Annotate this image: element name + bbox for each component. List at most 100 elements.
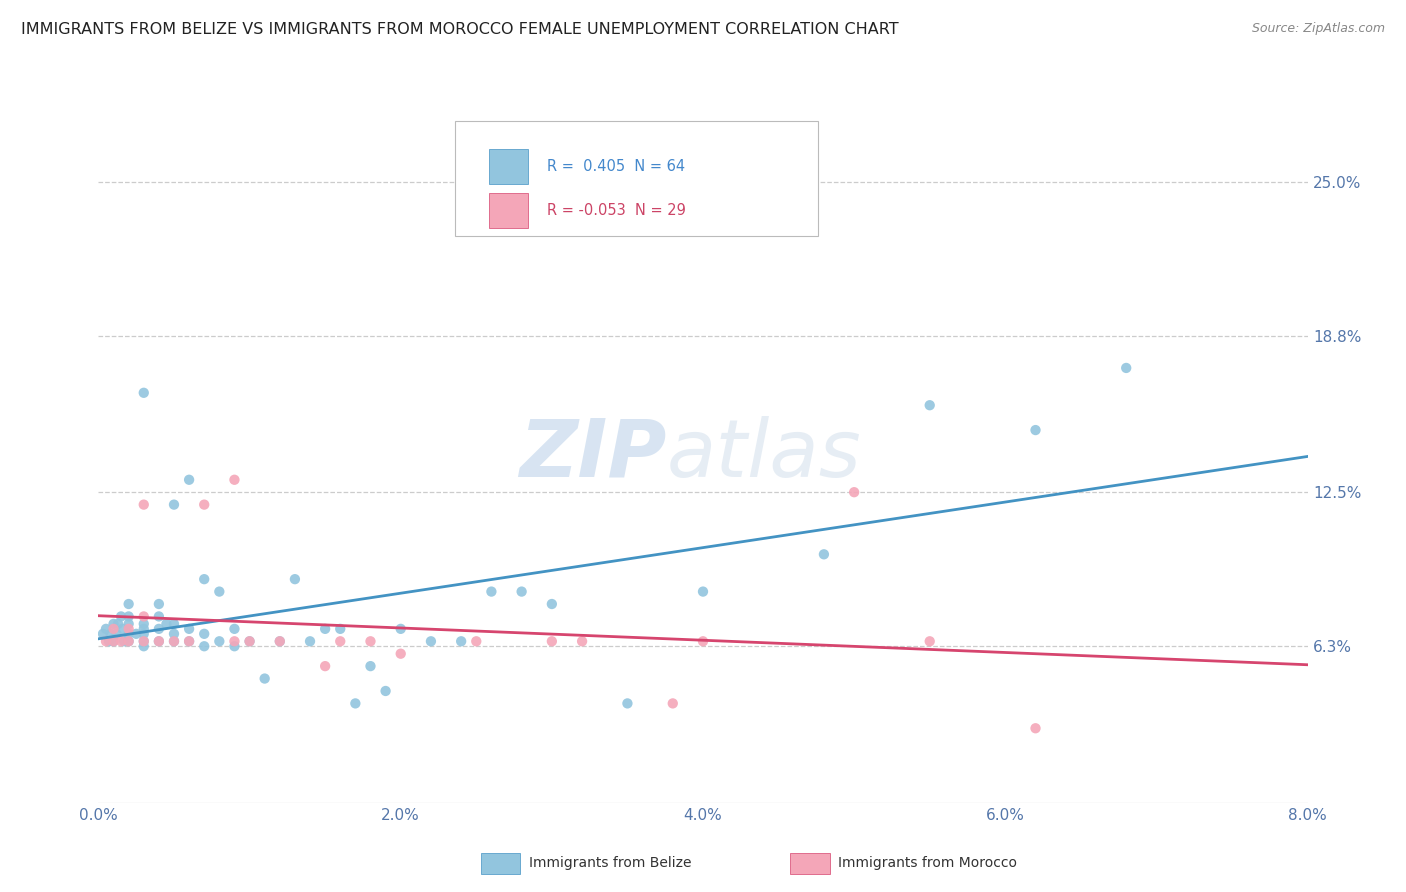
Point bbox=[344, 697, 367, 711]
Point bbox=[179, 473, 201, 487]
Point bbox=[163, 498, 186, 512]
Point bbox=[329, 622, 352, 636]
Point bbox=[389, 622, 412, 636]
Point bbox=[224, 634, 246, 648]
Point bbox=[224, 473, 246, 487]
Point bbox=[1025, 423, 1047, 437]
Point bbox=[132, 634, 155, 648]
Point bbox=[118, 616, 141, 631]
Point bbox=[132, 627, 155, 641]
Point bbox=[132, 639, 155, 653]
Point bbox=[100, 627, 122, 641]
Point bbox=[193, 627, 215, 641]
Text: atlas: atlas bbox=[666, 416, 862, 494]
Point bbox=[844, 485, 866, 500]
Point bbox=[148, 634, 170, 648]
Point bbox=[918, 634, 941, 648]
Point bbox=[94, 634, 117, 648]
FancyBboxPatch shape bbox=[489, 149, 527, 184]
Point bbox=[314, 659, 336, 673]
FancyBboxPatch shape bbox=[456, 121, 818, 235]
Point bbox=[239, 634, 262, 648]
Point bbox=[125, 627, 148, 641]
Point bbox=[284, 572, 307, 586]
Point bbox=[132, 634, 155, 648]
Point bbox=[541, 597, 564, 611]
Point bbox=[193, 498, 215, 512]
Point bbox=[118, 634, 141, 648]
Point bbox=[179, 634, 201, 648]
Point bbox=[163, 634, 186, 648]
Point bbox=[253, 672, 276, 686]
Point bbox=[132, 385, 155, 400]
Text: IMMIGRANTS FROM BELIZE VS IMMIGRANTS FROM MOROCCO FEMALE UNEMPLOYMENT CORRELATIO: IMMIGRANTS FROM BELIZE VS IMMIGRANTS FRO… bbox=[21, 22, 898, 37]
Text: R = -0.053  N = 29: R = -0.053 N = 29 bbox=[547, 203, 686, 219]
Text: Immigrants from Morocco: Immigrants from Morocco bbox=[838, 856, 1017, 871]
Point bbox=[103, 634, 125, 648]
Point bbox=[239, 634, 262, 648]
Text: ZIP: ZIP bbox=[519, 416, 666, 494]
Point bbox=[163, 616, 186, 631]
Point bbox=[662, 697, 685, 711]
Point bbox=[360, 659, 382, 673]
Point bbox=[103, 616, 125, 631]
Point bbox=[450, 634, 472, 648]
Point bbox=[374, 684, 396, 698]
Point bbox=[692, 634, 714, 648]
Point bbox=[111, 622, 134, 636]
Point bbox=[918, 398, 941, 412]
Point bbox=[224, 639, 246, 653]
Point bbox=[132, 616, 155, 631]
Point bbox=[148, 622, 170, 636]
Point bbox=[112, 634, 135, 648]
Point bbox=[692, 584, 714, 599]
Point bbox=[179, 634, 201, 648]
Point bbox=[163, 634, 186, 648]
Point bbox=[269, 634, 291, 648]
Point bbox=[98, 634, 121, 648]
Point bbox=[541, 634, 564, 648]
Point bbox=[94, 622, 117, 636]
Point bbox=[224, 622, 246, 636]
Point bbox=[132, 498, 155, 512]
Point bbox=[1115, 361, 1137, 376]
Point bbox=[510, 584, 533, 599]
Point bbox=[132, 622, 155, 636]
Point bbox=[107, 616, 129, 631]
Point bbox=[155, 616, 177, 631]
Point bbox=[118, 622, 141, 636]
Point bbox=[813, 547, 835, 561]
Point bbox=[118, 634, 141, 648]
Point bbox=[103, 634, 125, 648]
Point bbox=[118, 597, 141, 611]
Point bbox=[360, 634, 382, 648]
Point bbox=[193, 572, 215, 586]
Point bbox=[118, 627, 141, 641]
Point bbox=[193, 639, 215, 653]
Point bbox=[1025, 721, 1047, 735]
Point bbox=[299, 634, 322, 648]
FancyBboxPatch shape bbox=[489, 194, 527, 228]
Point bbox=[269, 634, 291, 648]
Point bbox=[91, 627, 114, 641]
Point bbox=[110, 634, 132, 648]
Point bbox=[103, 622, 125, 636]
Text: Source: ZipAtlas.com: Source: ZipAtlas.com bbox=[1251, 22, 1385, 36]
Point bbox=[132, 609, 155, 624]
Point bbox=[208, 584, 231, 599]
Point bbox=[208, 634, 231, 648]
Point bbox=[481, 584, 503, 599]
Point bbox=[329, 634, 352, 648]
Point bbox=[118, 609, 141, 624]
Point bbox=[163, 627, 186, 641]
Point bbox=[420, 634, 443, 648]
Point bbox=[571, 634, 593, 648]
Point bbox=[179, 622, 201, 636]
Text: Immigrants from Belize: Immigrants from Belize bbox=[529, 856, 692, 871]
Point bbox=[148, 597, 170, 611]
Point bbox=[105, 627, 128, 641]
Point bbox=[110, 609, 132, 624]
Point bbox=[148, 609, 170, 624]
Point bbox=[148, 634, 170, 648]
Text: R =  0.405  N = 64: R = 0.405 N = 64 bbox=[547, 159, 685, 174]
